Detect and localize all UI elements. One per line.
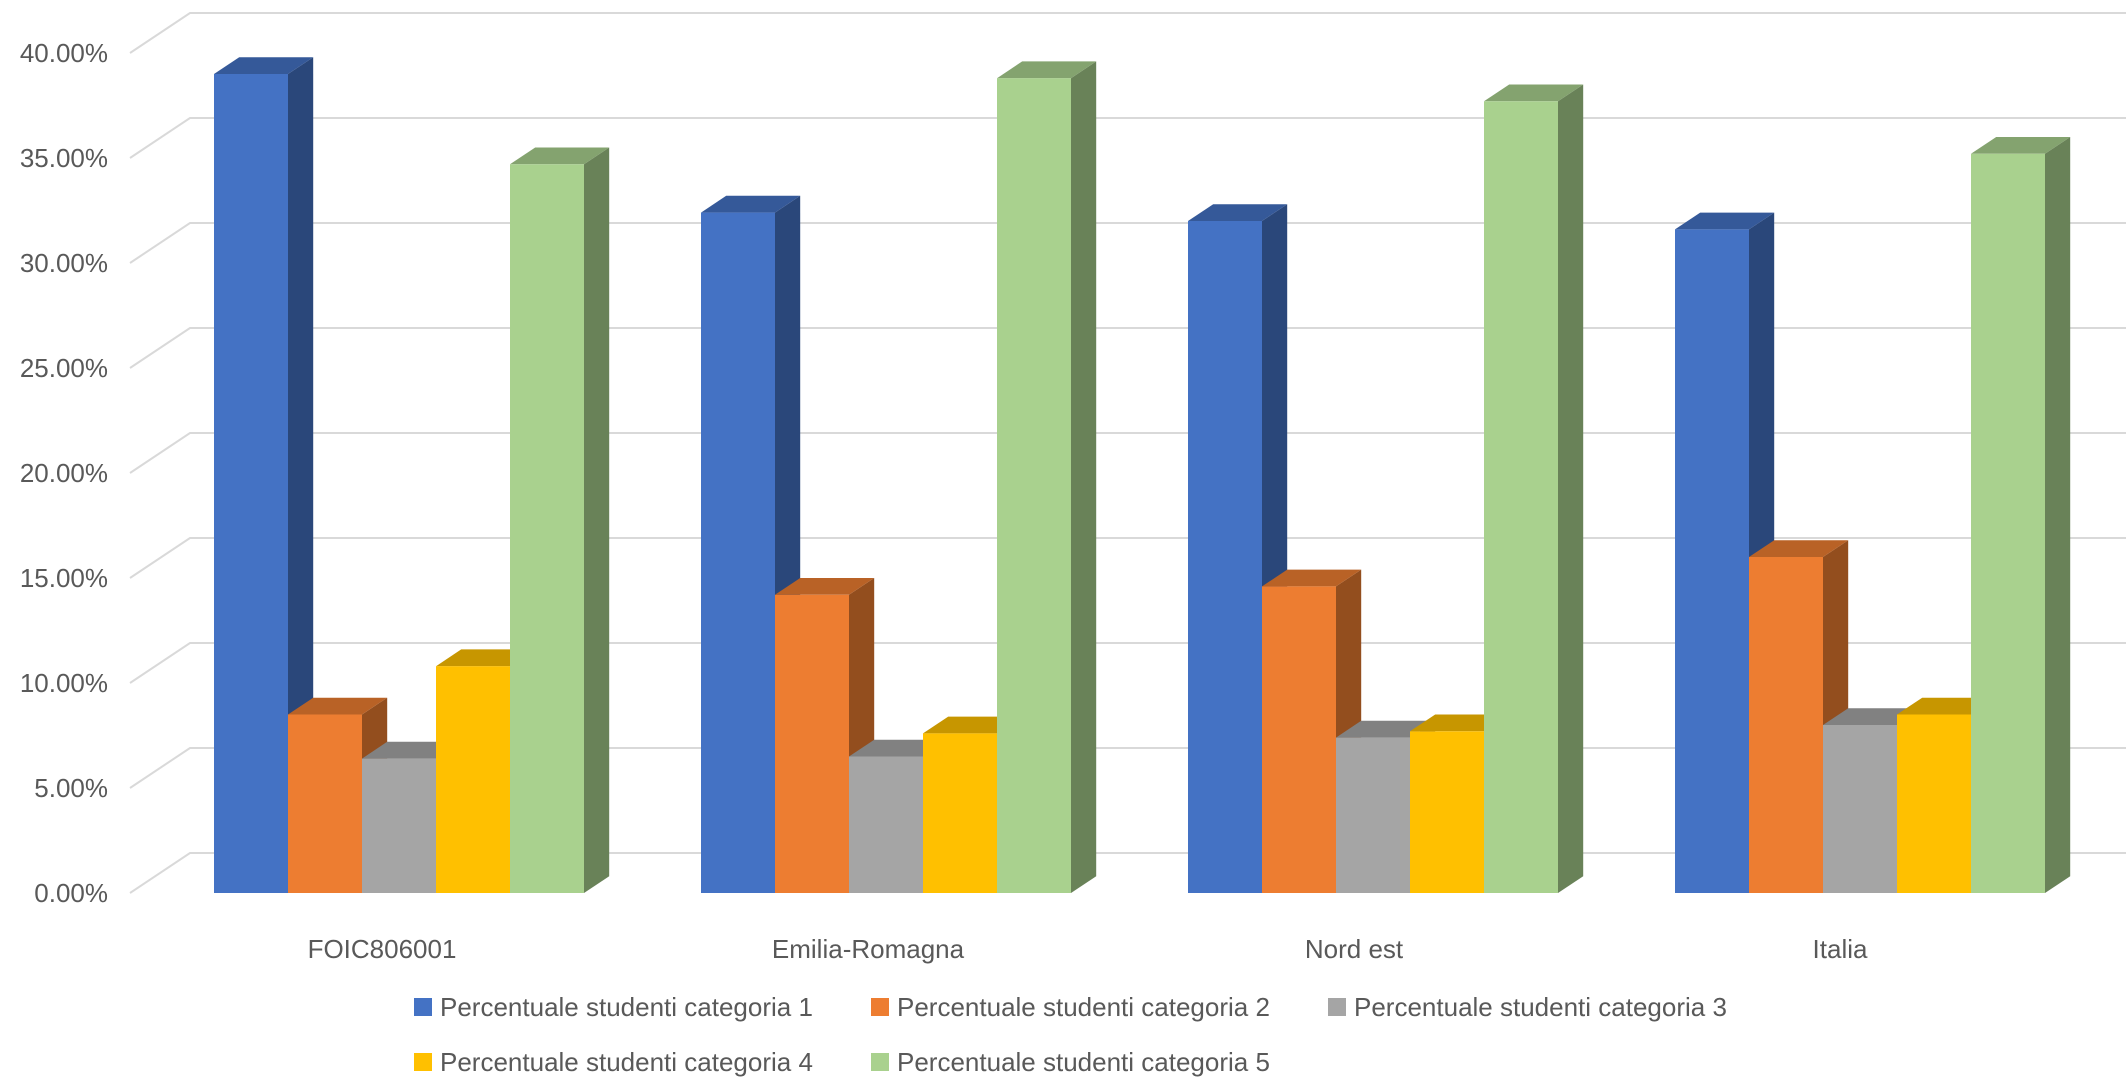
gridline <box>129 642 2126 684</box>
legend-label: Percentuale studenti categoria 2 <box>897 992 1270 1022</box>
gridline <box>129 327 2126 369</box>
legend-item: Percentuale studenti categoria 2 <box>871 992 1270 1022</box>
bar-front-face <box>849 756 923 893</box>
bar-front-face <box>923 733 997 893</box>
bar-side-face <box>288 57 314 893</box>
bar-top-face <box>288 697 388 715</box>
bar-side-face <box>1558 84 1584 893</box>
bar <box>775 578 875 893</box>
legend-item: Percentuale studenti categoria 4 <box>414 1047 813 1077</box>
y-axis-ticks: 0.00% 5.00% 10.00% 15.00% 20.00% 25.00% 30.00%… <box>20 38 108 908</box>
bar <box>214 57 314 893</box>
y-tick-label: 0.00% <box>34 878 108 908</box>
x-category-label: Emilia-Romagna <box>772 934 965 964</box>
bar-top-face <box>997 61 1097 79</box>
legend: Percentuale studenti categoria 1 Percentu… <box>414 992 1727 1077</box>
bar-front-face <box>1262 586 1336 893</box>
bar-front-face <box>214 74 288 893</box>
bar-front-face <box>1484 101 1558 894</box>
legend-swatch <box>414 1053 432 1071</box>
bar-front-face <box>1675 229 1749 893</box>
bar-top-face <box>510 147 610 165</box>
bar-front-face <box>1897 714 1971 893</box>
legend-item: Percentuale studenti categoria 1 <box>414 992 813 1022</box>
bar-side-face <box>584 147 610 893</box>
legend-label: Percentuale studenti categoria 3 <box>1354 992 1727 1022</box>
bar-top-face <box>701 195 801 213</box>
legend-swatch <box>871 998 889 1016</box>
bar-top-face <box>1675 212 1775 230</box>
bar <box>997 61 1097 893</box>
bar-side-face <box>1071 61 1097 893</box>
gridline <box>129 432 2126 474</box>
bar <box>1484 84 1584 894</box>
y-tick-label: 25.00% <box>20 353 108 383</box>
gridline <box>129 222 2126 264</box>
x-category-label: Italia <box>1813 934 1868 964</box>
y-tick-label: 5.00% <box>34 773 108 803</box>
legend-swatch <box>414 998 432 1016</box>
bar <box>1675 212 1775 894</box>
y-tick-label: 15.00% <box>20 563 108 593</box>
legend-label: Percentuale studenti categoria 5 <box>897 1047 1270 1077</box>
y-tick-label: 40.00% <box>20 38 108 68</box>
gridline <box>129 12 2126 54</box>
legend-label: Percentuale studenti categoria 4 <box>440 1047 813 1077</box>
bar-front-face <box>436 666 510 893</box>
bar-front-face <box>1749 557 1823 893</box>
legend-item: Percentuale studenti categoria 3 <box>1328 992 1727 1022</box>
bar-top-face <box>1262 569 1362 587</box>
bar-front-face <box>1188 221 1262 893</box>
legend-label: Percentuale studenti categoria 1 <box>440 992 813 1022</box>
legend-swatch <box>1328 998 1346 1016</box>
bars <box>214 57 2071 894</box>
legend-item: Percentuale studenti categoria 5 <box>871 1047 1270 1077</box>
bar-side-face <box>2045 137 2071 893</box>
bar-front-face <box>362 758 436 893</box>
bar-front-face <box>510 164 584 894</box>
x-category-label: Nord est <box>1305 934 1404 964</box>
bar <box>1262 569 1362 893</box>
bar-front-face <box>1971 153 2045 894</box>
bar-front-face <box>1336 737 1410 893</box>
y-tick-label: 10.00% <box>20 668 108 698</box>
y-tick-label: 20.00% <box>20 458 108 488</box>
bar-top-face <box>775 578 875 595</box>
bar-front-face <box>997 78 1071 893</box>
x-category-label: FOIC806001 <box>308 934 457 964</box>
y-tick-label: 35.00% <box>20 143 108 173</box>
bar-top-face <box>1971 137 2071 154</box>
bar-top-face <box>1188 204 1288 221</box>
category-labels: FOIC806001 Emilia-Romagna Nord est Italia <box>308 934 1868 964</box>
y-tick-label: 30.00% <box>20 248 108 278</box>
gridlines <box>129 12 2126 894</box>
bar-front-face <box>1410 731 1484 893</box>
bar-top-face <box>1484 84 1584 102</box>
bar-top-face <box>1749 540 1849 557</box>
bar-front-face <box>1823 725 1897 893</box>
bar-front-face <box>288 714 362 893</box>
bar <box>510 147 610 894</box>
bar <box>1971 137 2071 894</box>
gridline <box>129 537 2126 579</box>
bar-top-face <box>214 57 314 74</box>
bar-front-face <box>775 594 849 893</box>
gridline <box>129 117 2126 159</box>
legend-swatch <box>871 1053 889 1071</box>
bar-front-face <box>701 212 775 894</box>
